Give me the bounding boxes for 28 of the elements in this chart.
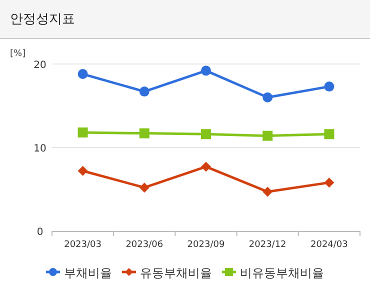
point bbox=[78, 127, 88, 138]
x-tick-label: 2023/09 bbox=[187, 240, 225, 250]
point bbox=[324, 82, 334, 92]
point bbox=[78, 69, 88, 80]
point bbox=[78, 166, 88, 176]
point bbox=[262, 92, 273, 102]
y-axis-title: [%] bbox=[10, 49, 26, 59]
legend-label: 유동부채비율 bbox=[140, 266, 212, 280]
legend-label: 비유동부채비율 bbox=[240, 266, 324, 280]
point bbox=[201, 66, 211, 76]
point bbox=[201, 162, 211, 172]
point bbox=[201, 129, 211, 140]
point bbox=[324, 129, 334, 140]
point bbox=[262, 186, 273, 197]
x-tick-label: 2024/03 bbox=[310, 240, 348, 250]
x-tick-label: 2023/12 bbox=[248, 240, 286, 250]
point bbox=[139, 86, 150, 97]
legend-label: 부채비율 bbox=[64, 266, 112, 280]
point bbox=[139, 128, 150, 138]
chart-title: 안정성지표 bbox=[10, 12, 75, 27]
x-tick-label: 2023/03 bbox=[64, 240, 102, 250]
y-tick-label: 10 bbox=[34, 144, 46, 154]
y-tick-label: 0 bbox=[36, 227, 44, 238]
y-tick-label: 20 bbox=[34, 60, 46, 71]
point bbox=[139, 182, 150, 193]
point bbox=[262, 130, 273, 141]
x-tick-label: 2023/06 bbox=[126, 240, 164, 250]
point bbox=[324, 178, 334, 188]
